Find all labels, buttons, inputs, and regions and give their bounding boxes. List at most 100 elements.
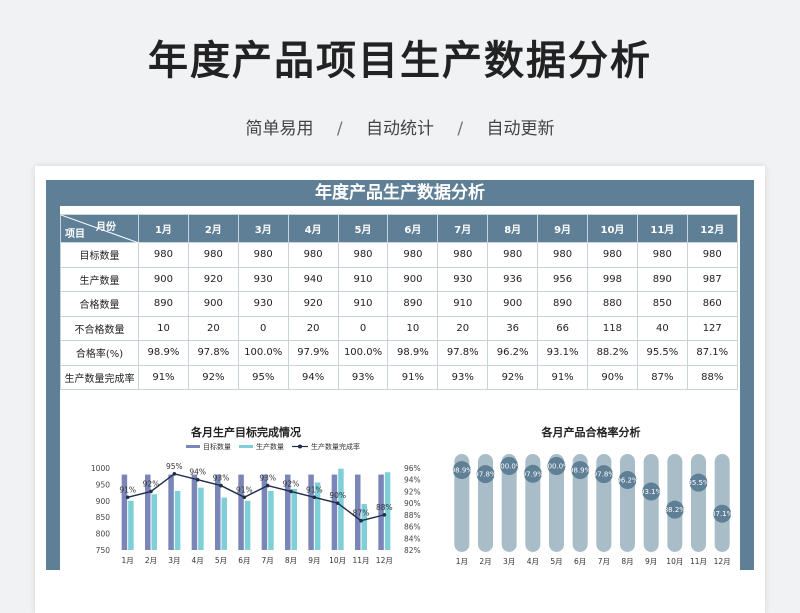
table-cell: 930 [237,266,289,292]
x-tick-label: 1月 [122,556,134,565]
x-tick-label: 3月 [503,557,515,566]
target-bar [121,474,128,550]
x-tick-label: 12月 [714,557,731,566]
y2-tick-label: 86% [404,523,421,532]
target-bar [378,474,384,550]
table-cell: 920 [187,266,239,292]
rate-data-label: 92% [143,479,160,488]
rate-point [125,495,130,500]
table-cell: 90% [587,364,638,390]
pill-column [549,454,564,552]
x-tick-label: 5月 [550,557,562,566]
target-bar [261,474,268,550]
legend-produced-swatch [239,445,253,448]
table-cell: 900 [387,266,439,292]
rate-bubble-label: 100.0% [496,463,523,471]
table-cell: 98.9% [138,340,189,366]
pill-column [643,454,659,552]
rate-data-label: 91% [236,485,253,494]
table-cell: 93% [337,364,389,390]
rate-bubble-label: 98.9% [569,467,592,475]
x-tick-label: 7月 [262,556,274,565]
row-label: 生产数量完成率 [60,364,139,390]
x-tick-label: 9月 [308,556,320,565]
table-cell: 87.1% [686,340,738,366]
table-cell: 980 [387,242,439,268]
table-row: 不合格数量 10 20 0 20 0 10 20 36 66 118 40 127 [60,315,738,341]
x-tick-label: 11月 [352,556,369,565]
rate-data-label: 91% [119,485,136,494]
pass-rate-chart-svg: 98.9% 1月 97.8% 2月 100.0% 3月 97.9% 4月 100.0% 5月 98.… [451,454,734,566]
rate-point [359,518,363,523]
table-cell: 127 [686,315,738,341]
month-header: 8月 [487,214,539,243]
table-cell: 920 [287,291,339,317]
page-title: 年度产品项目生产数据分析 [148,38,652,84]
target-bar [285,474,291,550]
x-tick-label: 6月 [238,556,250,565]
table-cell: 20 [437,315,489,341]
completion-chart: 各月生产目标完成情况 目标数量 生产数量 生产数量完成率 1000 950 900 850 8… [66,424,426,570]
table-header-row: 月份 项目 1月 2月 3月 4月 5月 6月 7月 8月 9月 10月 11月 12月 [60,214,738,243]
x-tick-label: 10月 [329,556,346,565]
target-bar [331,474,338,550]
month-header: 3月 [237,214,289,243]
x-tick-label: 4月 [192,556,204,565]
rate-data-label: 93% [213,474,230,483]
table-cell: 88% [686,364,738,390]
x-tick-label: 9月 [645,557,657,566]
target-bar [308,474,314,550]
rate-point [149,489,153,494]
table-cell: 980 [587,242,638,268]
table-cell: 92% [187,364,239,390]
row-label: 生产数量 [60,266,139,292]
y-tick-label: 750 [96,546,111,555]
table-cell: 890 [387,291,439,317]
y-tick-label: 950 [96,480,111,489]
table-cell: 91% [387,364,439,390]
pill-column [572,454,588,552]
produced-bar [361,504,367,550]
completion-chart-svg: 目标数量 生产数量 生产数量完成率 1000 950 900 850 800 750 96% 94%… [91,442,421,565]
rate-point [195,477,200,482]
table-row: 合格数量 890 900 930 920 910 890 910 900 890 880 850 860 [60,291,738,317]
x-tick-label: 6月 [574,557,586,566]
table-row: 合格率(%) 98.9% 97.8% 100.0% 97.9% 100.0% 98.9% 97… [60,340,738,366]
table-cell: 900 [487,291,539,317]
x-tick-label: 8月 [285,556,297,565]
y2-tick-label: 94% [404,476,421,485]
y2-tick-label: 92% [404,487,421,496]
table-cell: 980 [537,242,589,268]
table-cell: 20 [187,315,239,341]
corner-cell: 月份 项目 [60,214,139,243]
table-cell: 100.0% [237,340,289,366]
rate-point [312,495,317,500]
table-row: 生产数量完成率 91% 92% 95% 94% 93% 91% 93% 92% 91% 90% 87%… [60,364,738,390]
y-tick-label: 1000 [91,464,110,473]
table-cell: 93% [437,364,489,390]
month-header: 12月 [686,214,738,243]
rate-data-label: 94% [189,468,206,477]
completion-chart-title: 各月生产目标完成情况 [191,426,301,439]
table-cell: 880 [587,291,638,317]
table-cell: 36 [487,315,539,341]
produced-bar [174,490,181,550]
corner-diagonal [61,215,139,243]
month-header: 7月 [437,214,489,243]
table-cell: 936 [487,266,539,292]
table-cell: 97.8% [187,340,239,366]
table-cell: 92% [487,364,539,390]
produced-bar [198,487,204,550]
y-tick-label: 850 [96,513,111,522]
table-cell: 10 [387,315,439,341]
table-cell: 890 [537,291,589,317]
month-header: 6月 [387,214,439,243]
spreadsheet: 年度产品生产数据分析 月份 项目 1月 2月 3月 4月 5月 6月 7月 8月 9月 10月 11… [46,180,754,570]
rate-bubble [618,471,637,490]
table-cell: 91% [537,364,589,390]
table-cell: 94% [287,364,339,390]
rate-bubble [523,464,542,483]
rate-data-label: 92% [283,479,300,488]
rate-bubble [689,473,708,492]
rate-point [382,513,387,517]
